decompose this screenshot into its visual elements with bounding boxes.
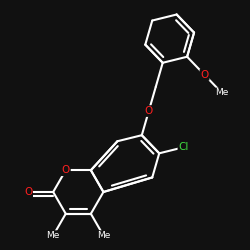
Text: O: O [200, 70, 209, 80]
Text: Me: Me [46, 231, 60, 240]
Text: O: O [145, 106, 153, 116]
Text: O: O [24, 187, 32, 197]
Text: O: O [62, 165, 70, 175]
Text: Me: Me [215, 88, 229, 98]
Text: Me: Me [97, 231, 110, 240]
Text: Cl: Cl [178, 142, 189, 152]
